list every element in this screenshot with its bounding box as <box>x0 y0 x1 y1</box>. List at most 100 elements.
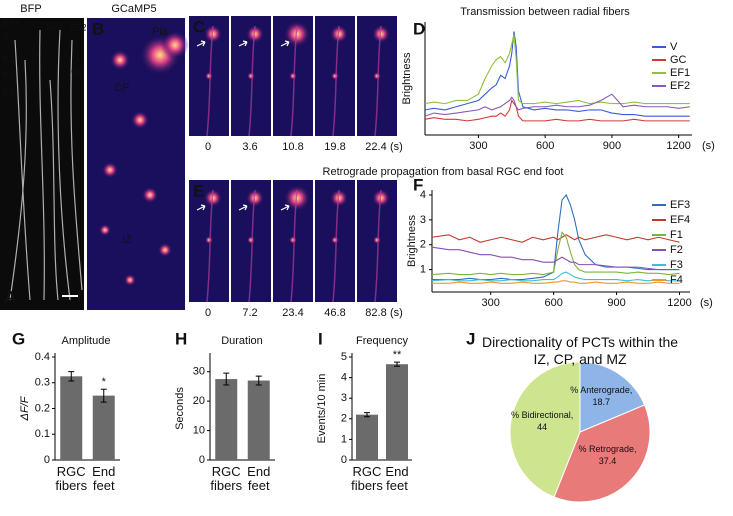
signal <box>247 72 255 80</box>
fiber <box>290 189 298 303</box>
error-bar <box>100 388 107 403</box>
legend-label: EF1 <box>670 67 690 79</box>
panel-label: J <box>466 329 475 348</box>
significance: ** <box>393 349 402 361</box>
bar <box>215 379 238 460</box>
marker: EF1 <box>46 21 63 31</box>
fiber <box>206 189 214 303</box>
line-series <box>431 231 680 276</box>
time-label: 10.8 <box>282 141 303 153</box>
x-tick-label: 300 <box>482 297 500 309</box>
y-tick-label: 0 <box>341 454 347 466</box>
x-tick-label: 600 <box>536 140 554 152</box>
legend-label: F4 <box>670 274 683 286</box>
time-label: 0 <box>205 141 211 153</box>
marker: EF4 <box>3 17 20 27</box>
fiber <box>332 189 340 303</box>
error-bar <box>68 371 75 382</box>
y-tick-label: 5 <box>341 351 347 363</box>
x-axis-label: (s) <box>700 297 713 309</box>
marker: F4 <box>3 87 14 97</box>
y-tick-label: 0.1 <box>35 428 50 440</box>
y-tick-label: 30 <box>193 366 205 378</box>
legend-label: F3 <box>670 259 683 271</box>
x-tick-label: 600 <box>544 297 562 309</box>
slice-label: % Anterograde, 18.7 <box>569 384 633 408</box>
panel-label: B <box>92 19 104 38</box>
time-label: 0 <box>205 307 211 319</box>
y-tick-label: 1 <box>341 433 347 445</box>
legend-label: EF2 <box>670 80 690 92</box>
arrow <box>238 204 248 211</box>
slice-value: 18.7 <box>592 396 611 407</box>
image-strips <box>189 16 397 303</box>
fiber <box>206 25 214 137</box>
legend-label: F1 <box>670 229 683 241</box>
time-label: 22.4 <box>365 141 386 153</box>
y-tick-label: 10 <box>193 424 205 436</box>
chart-title: Duration <box>221 335 263 347</box>
image-title: BFP <box>20 3 41 15</box>
time-label: 7.2 <box>242 307 257 319</box>
x-tick-label: 1200 <box>666 140 690 152</box>
signal <box>331 72 339 80</box>
section-title: Transmission between radial fibers <box>460 6 630 18</box>
line-series <box>431 246 680 271</box>
bar <box>60 376 83 460</box>
y-tick-label: 2 <box>341 413 347 425</box>
bar <box>247 380 270 460</box>
y-axis-label: Events/10 min <box>316 374 328 444</box>
signals <box>99 31 189 286</box>
panel-label: G <box>12 329 25 348</box>
panel-label: F <box>413 175 423 194</box>
signal <box>331 236 339 244</box>
signal <box>289 72 297 80</box>
time-unit: (s) <box>390 307 403 319</box>
arrow <box>238 40 248 47</box>
x-tick-label: 1200 <box>667 297 691 309</box>
fibers <box>9 29 83 301</box>
panel-label: D <box>413 19 425 38</box>
slice-value: 37.4 <box>598 455 617 466</box>
time-unit: (s) <box>390 141 403 153</box>
fiber <box>374 189 382 303</box>
legend-label: EF4 <box>670 214 690 226</box>
arrow <box>280 204 290 211</box>
panel-label: A <box>4 287 16 306</box>
x-tick-label: 900 <box>607 297 625 309</box>
time-label: 19.8 <box>324 141 345 153</box>
y-axis-label: Brightness <box>406 215 418 267</box>
fiber <box>248 25 256 137</box>
y-axis-label: ΔF/F <box>19 395 31 421</box>
significance: * <box>102 376 107 388</box>
x-axis-label: (s) <box>702 140 715 152</box>
line-series <box>424 99 690 122</box>
y-axis-label: Seconds <box>174 387 186 430</box>
region-label: IZ <box>122 234 132 246</box>
marker: F2 <box>3 54 14 64</box>
error-bar <box>255 375 262 386</box>
error-bar <box>223 372 230 386</box>
y-tick-label: 3 <box>420 214 426 226</box>
x-tick-label: RGC fibers <box>55 464 88 493</box>
y-tick-label: 1 <box>420 264 426 276</box>
pie-slice <box>579 361 646 433</box>
y-tick-label: 4 <box>341 372 347 384</box>
line-series <box>432 280 680 284</box>
x-tick-label: 300 <box>469 140 487 152</box>
signal <box>205 72 213 80</box>
panel-label: I <box>318 329 323 348</box>
marker: V <box>33 50 39 60</box>
time-label: 3.6 <box>242 141 257 153</box>
arrow <box>196 40 206 47</box>
x-tick-label: End feet <box>247 464 271 493</box>
time-label: 23.4 <box>282 307 303 319</box>
chart-title: Amplitude <box>62 335 111 347</box>
bar <box>386 364 408 460</box>
bar <box>356 414 378 460</box>
y-tick-label: 2 <box>420 239 426 251</box>
marker: GC <box>71 66 85 76</box>
time-label: 82.8 <box>365 307 386 319</box>
